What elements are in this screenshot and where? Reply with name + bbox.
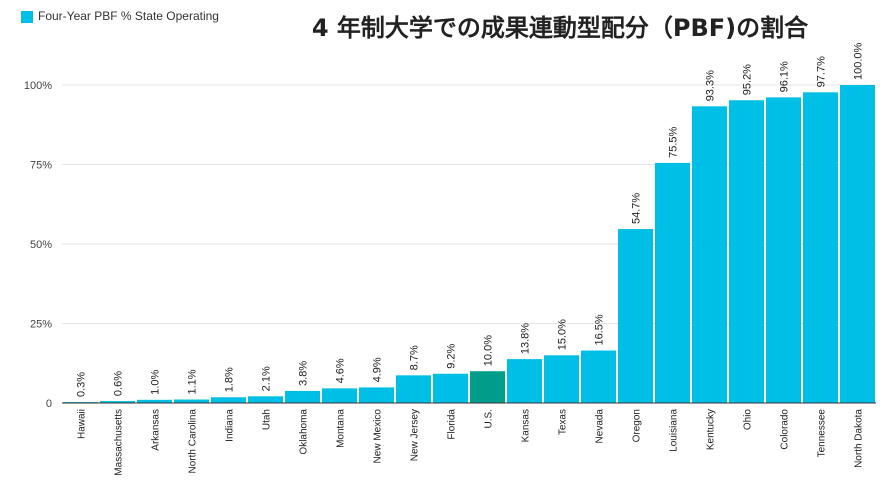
data-label: 10.0% xyxy=(483,335,495,366)
bar xyxy=(359,387,394,403)
x-tick-label: Florida xyxy=(447,409,458,440)
x-tick-label: Ohio xyxy=(743,409,754,431)
x-tick-label: New Jersey xyxy=(410,409,421,461)
x-tick-label: Oregon xyxy=(632,409,643,442)
x-tick-label: Montana xyxy=(336,409,347,448)
bar xyxy=(100,401,135,403)
bar xyxy=(581,350,616,403)
bar xyxy=(322,388,357,403)
bar xyxy=(655,162,690,403)
x-tick-label: Hawaii xyxy=(77,409,88,439)
x-tick-label: North Carolina xyxy=(188,409,199,474)
data-label: 16.5% xyxy=(594,314,606,345)
data-label: 4.6% xyxy=(335,358,347,383)
x-tick-label: New Mexico xyxy=(373,409,384,464)
bar xyxy=(174,399,209,403)
x-tick-label: Texas xyxy=(558,409,569,435)
y-tick-label: 50% xyxy=(30,239,52,251)
data-label: 4.9% xyxy=(372,357,384,382)
bar xyxy=(803,92,838,404)
x-tick-label: Utah xyxy=(262,409,273,430)
x-tick-label: North Dakota xyxy=(854,409,865,468)
bar xyxy=(396,375,431,403)
data-label: 93.3% xyxy=(705,70,717,101)
x-tick-label: Colorado xyxy=(780,409,791,450)
bar xyxy=(211,397,246,403)
data-label: 95.2% xyxy=(742,64,754,95)
data-label: 3.8% xyxy=(298,361,310,386)
data-label: 2.1% xyxy=(261,366,273,391)
data-label: 75.5% xyxy=(668,127,680,158)
data-label: 100.0% xyxy=(853,42,865,80)
data-label: 1.8% xyxy=(224,367,236,392)
bar xyxy=(433,373,468,403)
bar xyxy=(544,355,579,403)
x-tick-label: Indiana xyxy=(225,409,236,442)
bar xyxy=(137,399,172,403)
x-tick-label: Massachusetts xyxy=(114,409,125,476)
x-tick-label: Tennessee xyxy=(817,409,828,458)
y-tick-label: 25% xyxy=(30,319,52,331)
bar xyxy=(840,85,875,403)
bar xyxy=(692,106,727,403)
data-label: 9.2% xyxy=(446,343,458,368)
data-label: 13.8% xyxy=(520,323,532,354)
chart-title: 4 年制大学での成果連動型配分（PBF)の割合 xyxy=(311,14,809,42)
legend-label: Four-Year PBF % State Operating xyxy=(38,9,219,23)
data-label: 97.7% xyxy=(816,56,828,87)
bar xyxy=(766,97,801,403)
y-tick-label: 100% xyxy=(24,80,52,92)
bar xyxy=(248,396,283,403)
x-tick-label: Kentucky xyxy=(706,409,717,450)
y-tick-label: 0 xyxy=(46,398,52,410)
data-label: 0.6% xyxy=(113,371,125,396)
data-label: 8.7% xyxy=(409,345,421,370)
x-tick-label: Oklahoma xyxy=(299,409,310,455)
x-tick-label: Arkansas xyxy=(151,409,162,451)
data-label: 15.0% xyxy=(557,319,569,350)
bar xyxy=(285,390,320,403)
x-tick-label: U.S. xyxy=(484,409,495,428)
data-label: 1.0% xyxy=(150,370,162,395)
bar xyxy=(470,371,505,403)
data-label: 96.1% xyxy=(779,61,791,92)
data-label: 1.1% xyxy=(187,369,199,394)
data-label: 54.7% xyxy=(631,193,643,224)
bar xyxy=(507,359,542,403)
legend-swatch xyxy=(21,11,33,23)
x-tick-label: Nevada xyxy=(595,409,606,444)
x-tick-label: Kansas xyxy=(521,409,532,442)
y-tick-label: 75% xyxy=(30,160,52,172)
x-tick-label: Louisiana xyxy=(669,409,680,452)
bar xyxy=(618,229,653,403)
data-label: 0.3% xyxy=(76,372,88,397)
bar xyxy=(729,100,764,403)
